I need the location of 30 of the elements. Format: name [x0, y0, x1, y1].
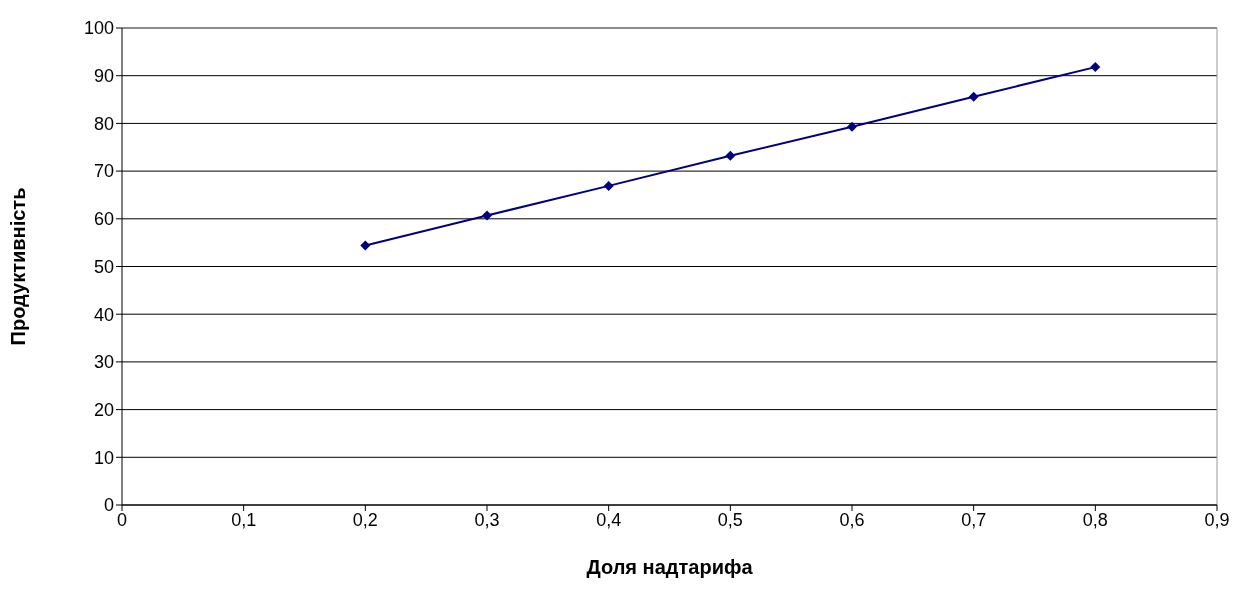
y-tick-label: 100	[83, 18, 114, 39]
x-axis-title: Доля надтарифа	[586, 556, 754, 578]
x-tick-label: 0,7	[961, 509, 987, 530]
point	[360, 240, 371, 251]
point	[482, 210, 492, 221]
point	[968, 91, 979, 102]
y-tick-label: 80	[93, 113, 114, 134]
x-tick-label: 0,1	[231, 509, 257, 530]
x-tick-label: 0,5	[717, 509, 743, 530]
x-tick-label: 0,9	[1204, 509, 1230, 530]
point	[847, 121, 857, 132]
y-axis-title: Продуктивність	[7, 187, 30, 346]
y-tick-label: 60	[93, 209, 114, 230]
point	[603, 180, 614, 191]
x-tick-label: 0,2	[352, 509, 378, 530]
y-tick-label: 20	[93, 399, 114, 420]
point	[1090, 62, 1101, 73]
point	[725, 150, 736, 161]
x-tick-label: 0,4	[596, 509, 622, 530]
x-tick-label: 0,8	[1082, 509, 1108, 530]
y-tick-label: 30	[93, 352, 114, 373]
y-tick-label: 90	[93, 66, 114, 87]
x-tick-label: 0,3	[474, 509, 500, 530]
y-tick-label: 70	[93, 161, 114, 182]
y-tick-label: 40	[93, 304, 114, 325]
y-tick-label: 0	[103, 495, 114, 516]
x-tick-label: 0,6	[839, 509, 865, 530]
y-tick-label: 10	[93, 447, 114, 468]
x-tick-label: 0	[116, 509, 128, 530]
y-tick-label: 50	[93, 256, 114, 277]
